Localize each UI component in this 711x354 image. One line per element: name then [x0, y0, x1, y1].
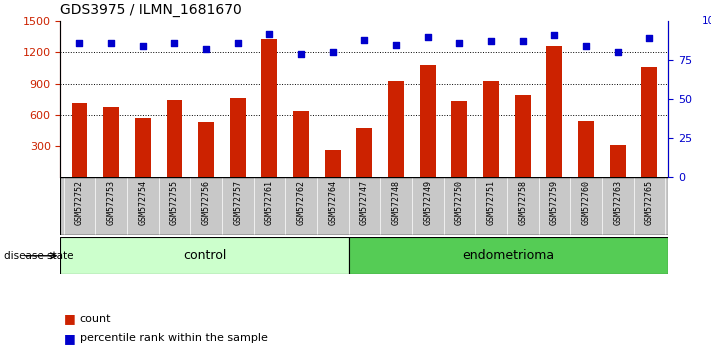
- Text: ■: ■: [64, 312, 76, 325]
- Bar: [483, 81, 499, 177]
- Point: [454, 40, 465, 46]
- Text: control: control: [183, 249, 226, 262]
- Bar: [166, 100, 182, 177]
- Text: GSM572757: GSM572757: [233, 180, 242, 225]
- Text: endometrioma: endometrioma: [462, 249, 555, 262]
- Bar: [388, 81, 404, 177]
- Text: GSM572754: GSM572754: [138, 180, 147, 225]
- Text: GSM572749: GSM572749: [423, 180, 432, 225]
- Point: [264, 31, 275, 36]
- Point: [137, 43, 149, 49]
- Bar: [103, 107, 119, 177]
- Text: percentile rank within the sample: percentile rank within the sample: [80, 333, 267, 343]
- Point: [105, 40, 117, 46]
- Text: GSM572763: GSM572763: [613, 180, 622, 225]
- Text: GSM572764: GSM572764: [328, 180, 337, 225]
- Text: GSM572761: GSM572761: [265, 180, 274, 225]
- Bar: [356, 128, 373, 177]
- Bar: [60, 237, 348, 274]
- Bar: [515, 95, 530, 177]
- Text: 100%: 100%: [702, 16, 711, 26]
- Point: [486, 39, 497, 44]
- Point: [517, 39, 528, 44]
- Point: [232, 40, 243, 46]
- Point: [390, 42, 402, 47]
- Bar: [293, 110, 309, 177]
- Point: [643, 35, 655, 41]
- Text: GSM572759: GSM572759: [550, 180, 559, 225]
- Text: GDS3975 / ILMN_1681670: GDS3975 / ILMN_1681670: [60, 4, 242, 17]
- Text: GSM572755: GSM572755: [170, 180, 179, 225]
- Bar: [348, 237, 668, 274]
- Text: GSM572760: GSM572760: [582, 180, 591, 225]
- Text: disease state: disease state: [4, 251, 73, 261]
- Point: [422, 34, 434, 40]
- Point: [549, 33, 560, 38]
- Text: count: count: [80, 314, 111, 324]
- Bar: [578, 121, 594, 177]
- Text: ■: ■: [64, 332, 76, 344]
- Point: [580, 43, 592, 49]
- Bar: [262, 39, 277, 177]
- Point: [169, 40, 180, 46]
- Bar: [135, 118, 151, 177]
- Text: GSM572762: GSM572762: [296, 180, 306, 225]
- Text: GSM572756: GSM572756: [202, 180, 210, 225]
- Text: GSM572748: GSM572748: [392, 180, 400, 225]
- Bar: [72, 103, 87, 177]
- Text: GSM572758: GSM572758: [518, 180, 527, 225]
- Text: GSM572751: GSM572751: [486, 180, 496, 225]
- Point: [201, 46, 212, 52]
- Text: GSM572765: GSM572765: [645, 180, 654, 225]
- Bar: [547, 46, 562, 177]
- Text: GSM572753: GSM572753: [107, 180, 116, 225]
- Bar: [230, 98, 246, 177]
- Text: GSM572747: GSM572747: [360, 180, 369, 225]
- Point: [327, 50, 338, 55]
- Point: [358, 37, 370, 43]
- Point: [295, 51, 306, 57]
- Bar: [198, 122, 214, 177]
- Text: GSM572750: GSM572750: [455, 180, 464, 225]
- Bar: [451, 101, 467, 177]
- Bar: [641, 67, 657, 177]
- Bar: [419, 65, 436, 177]
- Text: GSM572752: GSM572752: [75, 180, 84, 225]
- Bar: [325, 150, 341, 177]
- Point: [612, 50, 624, 55]
- Bar: [610, 145, 626, 177]
- Point: [74, 40, 85, 46]
